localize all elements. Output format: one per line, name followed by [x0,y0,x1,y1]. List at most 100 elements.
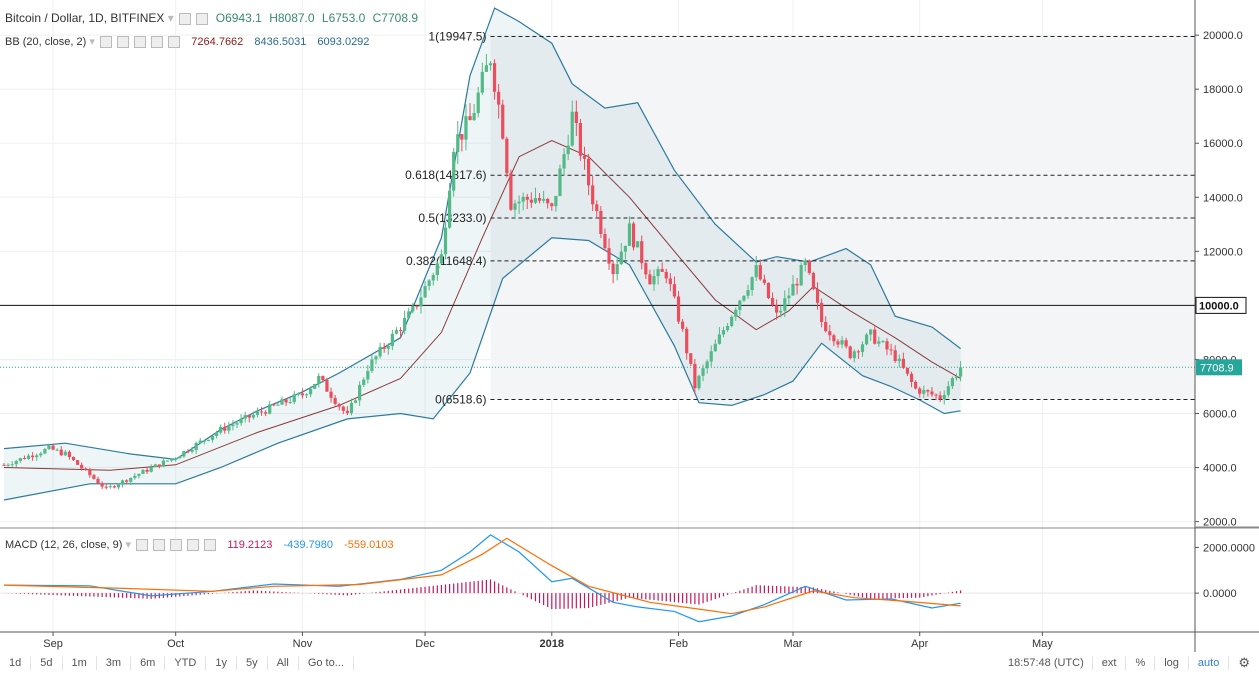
goto-button[interactable]: Go to... [299,656,354,670]
gear-icon[interactable] [153,539,166,552]
candle-body [186,451,190,453]
candle-body [795,283,799,286]
candle-body [317,376,321,385]
candle-body [2,464,6,466]
ext-button[interactable]: ext [1091,656,1126,670]
candle-body [112,486,116,488]
price-tick-label: 12000.0 [1203,246,1243,258]
candle-body [881,341,885,343]
candle-body [758,265,762,280]
candle-body [374,356,378,360]
candle-body [537,198,542,201]
candle-body [288,402,292,404]
eye-icon[interactable] [179,12,192,25]
gear-icon[interactable]: ⚙ [1228,656,1259,670]
candle-body [770,298,775,306]
candle-body [386,346,390,349]
candle-body [942,394,946,400]
add-icon[interactable] [134,36,147,49]
candle-body [476,92,480,113]
chevron-down-icon[interactable]: ▾ [167,11,174,25]
range-5y-button[interactable]: 5y [237,656,268,670]
candle-body [815,289,820,303]
eye-icon[interactable] [136,539,149,552]
time-tick-label: Apr [911,638,928,650]
eye-icon[interactable] [99,36,112,49]
candle-body [501,104,505,139]
candle-body [358,384,362,401]
candle-body [513,203,517,210]
candle-body [108,486,112,488]
candle-body [676,296,681,322]
candle-body [717,334,722,344]
candle-body [595,204,599,211]
bb-legend: BB (20, close, 2) ▾ 7264.7662 8436.5031 … [5,35,369,49]
candle-body [685,328,689,354]
candle-body [362,379,366,385]
candle-body [59,449,63,456]
candle-body [304,394,309,396]
close-icon[interactable] [168,36,181,49]
candle-body [264,412,268,414]
candle-body [378,347,382,357]
axis-labels: 2000.04000.06000.08000.010000.012000.014… [43,30,1255,650]
candle-body [259,411,264,413]
candle-body [799,264,803,286]
clock-readout[interactable]: 18:57:48 (UTC) [1007,657,1084,669]
candle-body [149,467,153,472]
macd-title[interactable]: MACD (12, 26, close, 9) [5,539,123,551]
candle-body [403,317,407,331]
time-tick-label: Oct [167,638,184,650]
range-3m-button[interactable]: 3m [97,656,132,670]
range-all-button[interactable]: All [268,656,299,670]
candle-body [599,210,603,234]
candle-body [636,241,640,248]
candle-body [591,185,595,205]
gear-icon[interactable] [117,36,130,49]
candle-body [349,402,354,414]
candle-body [415,305,419,307]
candle-body [877,341,881,344]
bb-upper-value: 8436.5031 [254,36,307,48]
range-1d-button[interactable]: 1d [0,656,32,670]
horizontal-lines: 1(19947.5) 0.618(14817.6) 0.5(13233.0) 0.38… [0,30,1195,406]
candle-body [946,386,950,395]
candle-body [382,347,386,349]
candle-body [840,340,844,345]
candle-body [35,455,39,458]
candle-body [713,343,717,352]
candle-body [775,305,779,313]
candle-body [909,373,914,382]
symbol-title[interactable]: Bitcoin / Dollar, 1D, BITFINEX [5,11,165,25]
candle-body [889,349,893,351]
chevron-down-icon[interactable]: ▾ [125,539,131,551]
candle-body [460,134,464,140]
more-icon[interactable] [187,539,200,552]
candle-body [766,282,771,299]
bb-title[interactable]: BB (20, close, 2) [5,36,87,48]
close-icon[interactable] [204,539,217,552]
candle-body [791,283,795,296]
add-icon[interactable] [170,539,183,552]
gear-icon[interactable] [196,12,209,25]
more-icon[interactable] [151,36,164,49]
chart-canvas[interactable]: 1(19947.5) 0.618(14817.6) 0.5(13233.0) 0.38… [0,0,1259,652]
percent-button[interactable]: % [1125,656,1154,670]
bb-basis-value: 7264.7662 [191,36,244,48]
auto-button[interactable]: auto [1187,656,1228,670]
candle-body [39,453,43,456]
candle-body [509,173,513,210]
range-ytd-button[interactable]: YTD [165,656,207,670]
range-5d-button[interactable]: 5d [31,656,63,670]
time-tick-label: 2018 [540,638,564,650]
candle-body [787,295,791,299]
candle-body [125,480,129,482]
log-button[interactable]: log [1154,656,1188,670]
range-1m-button[interactable]: 1m [63,656,97,670]
candle-body [206,439,211,441]
chevron-down-icon[interactable]: ▾ [89,36,95,48]
candle-body [443,227,448,255]
candle-body [950,378,955,387]
range-6m-button[interactable]: 6m [131,656,166,670]
range-1y-button[interactable]: 1y [206,656,237,670]
